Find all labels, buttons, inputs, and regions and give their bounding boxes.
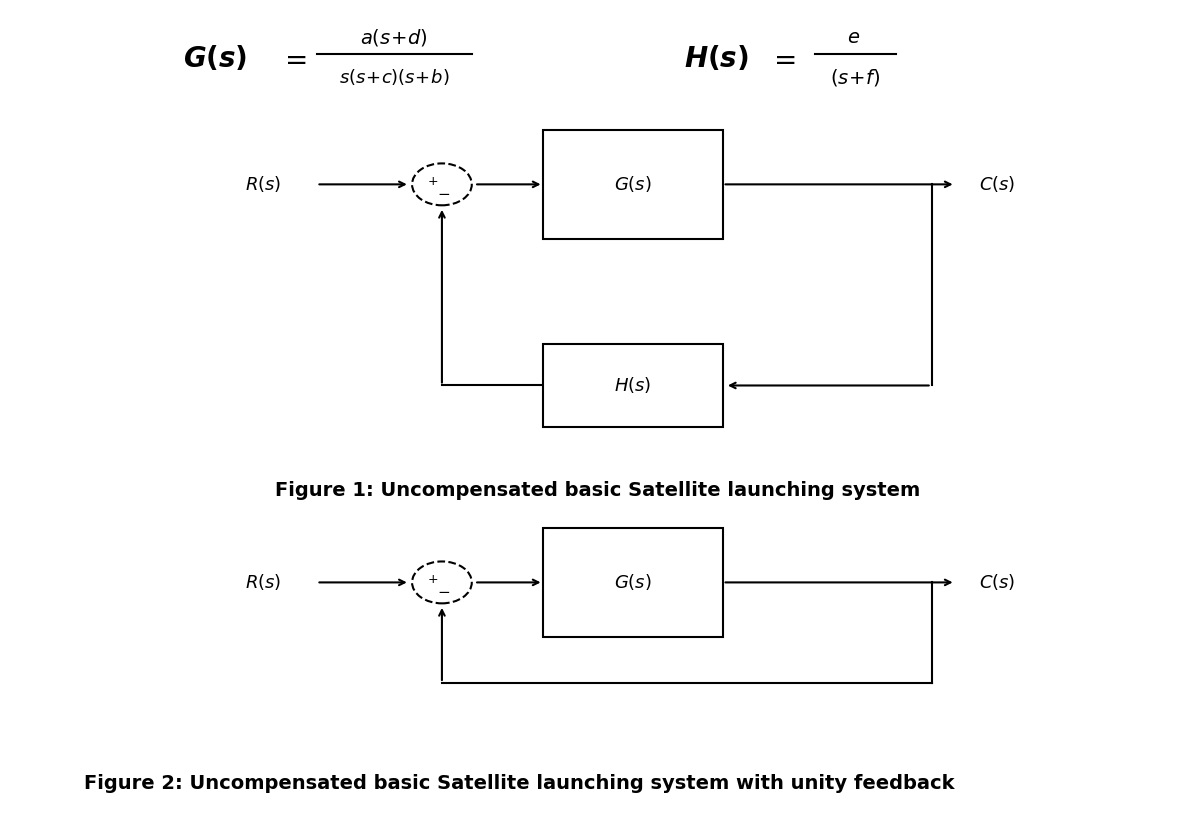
- FancyBboxPatch shape: [544, 344, 722, 427]
- Text: Figure 2: Uncompensated basic Satellite launching system with unity feedback: Figure 2: Uncompensated basic Satellite …: [84, 774, 954, 793]
- Text: $=$: $=$: [768, 44, 797, 73]
- Text: $\boldsymbol{H(s)}$: $\boldsymbol{H(s)}$: [684, 44, 749, 73]
- Text: +: +: [427, 572, 438, 586]
- Text: $a(s\!+\!d)$: $a(s\!+\!d)$: [360, 27, 428, 49]
- Text: $C(s)$: $C(s)$: [979, 572, 1016, 592]
- Text: $\boldsymbol{G(s)}$: $\boldsymbol{G(s)}$: [182, 44, 247, 73]
- Text: $G(s)$: $G(s)$: [614, 174, 652, 194]
- FancyBboxPatch shape: [544, 130, 722, 239]
- Text: −: −: [437, 586, 450, 600]
- Text: $R(s)$: $R(s)$: [245, 174, 281, 194]
- Text: $C(s)$: $C(s)$: [979, 174, 1016, 194]
- Text: $R(s)$: $R(s)$: [245, 572, 281, 592]
- Text: $s(s\!+\!c)(s\!+\!b)$: $s(s\!+\!c)(s\!+\!b)$: [338, 67, 449, 87]
- Text: $(s\!+\!f)$: $(s\!+\!f)$: [830, 66, 881, 88]
- Text: $G(s)$: $G(s)$: [614, 572, 652, 592]
- Text: −: −: [437, 188, 450, 202]
- FancyBboxPatch shape: [544, 528, 722, 637]
- Text: $H(s)$: $H(s)$: [614, 375, 652, 396]
- Text: Figure 1: Uncompensated basic Satellite launching system: Figure 1: Uncompensated basic Satellite …: [275, 481, 920, 499]
- Text: +: +: [427, 174, 438, 188]
- Text: $=$: $=$: [278, 44, 306, 73]
- Text: $e$: $e$: [847, 28, 860, 47]
